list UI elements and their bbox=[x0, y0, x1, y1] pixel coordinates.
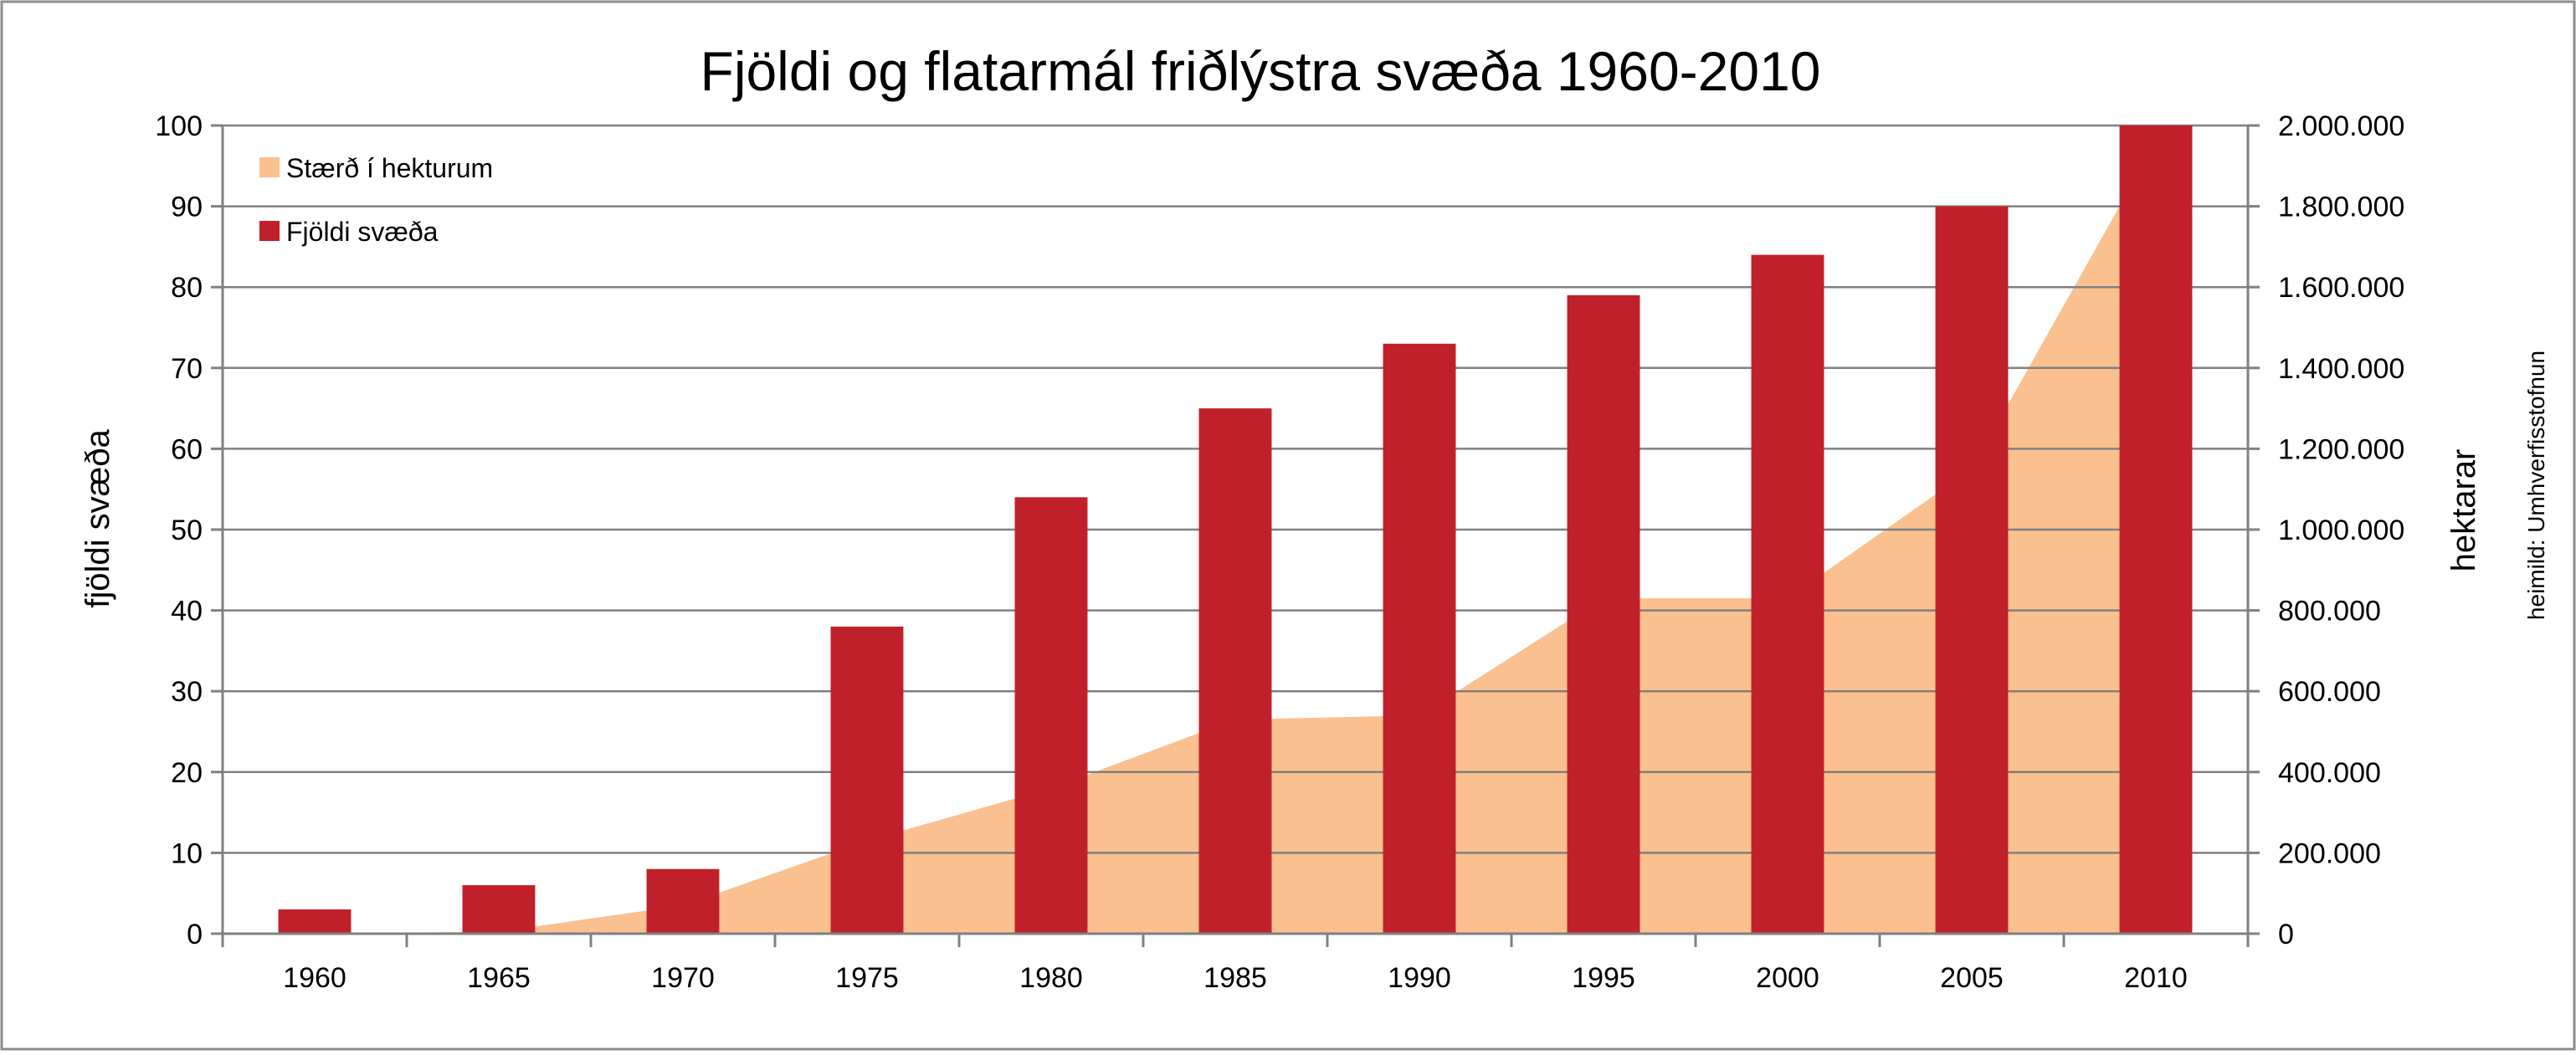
source-note: heimild: Umhverfisstofnun bbox=[2523, 351, 2549, 620]
y-left-tick-label: 50 bbox=[171, 515, 203, 546]
bar bbox=[278, 909, 352, 934]
y-left-tick-label: 20 bbox=[171, 757, 203, 789]
y-right-tick-label: 600.000 bbox=[2278, 676, 2381, 708]
bar bbox=[1935, 206, 2009, 935]
x-tick-label: 2010 bbox=[2124, 962, 2188, 994]
y-axis-left-title: fjöldi svæða bbox=[80, 429, 116, 608]
x-tick-label: 1975 bbox=[835, 962, 899, 994]
y-left-tick-label: 100 bbox=[155, 110, 203, 142]
y-axis-right-title: hektarar bbox=[2445, 449, 2482, 572]
x-tick-label: 1985 bbox=[1203, 962, 1267, 994]
y-left-tick-label: 60 bbox=[171, 433, 203, 465]
bar bbox=[830, 626, 904, 934]
legend-label-area: Stærð í hekturum bbox=[286, 153, 493, 183]
bar bbox=[646, 868, 720, 934]
bar bbox=[1198, 408, 1272, 935]
x-tick-label: 1970 bbox=[651, 962, 715, 994]
bar bbox=[1383, 343, 1456, 934]
y-right-tick-label: 1.800.000 bbox=[2278, 192, 2404, 223]
bar bbox=[1751, 254, 1824, 934]
x-tick-label: 2000 bbox=[1756, 962, 1819, 994]
y-right-tick-label: 400.000 bbox=[2278, 757, 2381, 789]
y-left-tick-label: 90 bbox=[171, 192, 203, 223]
legend: Stærð í hekturum Fjöldi svæða bbox=[259, 153, 493, 247]
legend-swatch-area bbox=[259, 157, 280, 177]
y-right-tick-label: 2.000.000 bbox=[2278, 110, 2404, 142]
area-layer bbox=[315, 141, 2156, 934]
y-right-tick-label: 1.600.000 bbox=[2278, 272, 2404, 304]
y-right-tick-label: 1.000.000 bbox=[2278, 515, 2404, 546]
y-right-tick-label: 200.000 bbox=[2278, 837, 2381, 869]
bar-layer bbox=[278, 125, 2193, 935]
y-left-tick-label: 0 bbox=[187, 919, 203, 950]
bar bbox=[1567, 294, 1640, 934]
y-right-tick-label: 1.200.000 bbox=[2278, 433, 2404, 465]
legend-swatch-bars bbox=[259, 221, 280, 241]
area-series-hectares bbox=[315, 141, 2156, 934]
y-left-tick-label: 40 bbox=[171, 596, 203, 627]
x-tick-label: 1965 bbox=[467, 962, 531, 994]
axis-layer: 0 10 20 30 40 50 60 70 80 90 100 0 200.000 400.000 600… bbox=[155, 110, 2404, 994]
y-left-tick-label: 10 bbox=[171, 837, 203, 869]
y-right-tick-label: 1.400.000 bbox=[2278, 353, 2404, 385]
y-right-tick-label: 0 bbox=[2278, 919, 2294, 950]
x-tick-label: 1990 bbox=[1388, 962, 1451, 994]
bar bbox=[462, 885, 536, 934]
chart-title: Fjöldi og flatarmál friðlýstra svæða 196… bbox=[700, 40, 1821, 102]
x-tick-label: 1995 bbox=[1572, 962, 1635, 994]
y-right-tick-label: 800.000 bbox=[2278, 596, 2381, 627]
x-tick-label: 1960 bbox=[283, 962, 346, 994]
x-tick-label: 2005 bbox=[1940, 962, 2004, 994]
bar bbox=[2119, 125, 2193, 934]
x-tick-label: 1980 bbox=[1019, 962, 1083, 994]
bar bbox=[1014, 497, 1088, 934]
y-left-tick-label: 30 bbox=[171, 676, 203, 708]
y-left-tick-label: 70 bbox=[171, 353, 203, 385]
y-left-tick-label: 80 bbox=[171, 272, 203, 304]
legend-label-bars: Fjöldi svæða bbox=[286, 217, 439, 247]
